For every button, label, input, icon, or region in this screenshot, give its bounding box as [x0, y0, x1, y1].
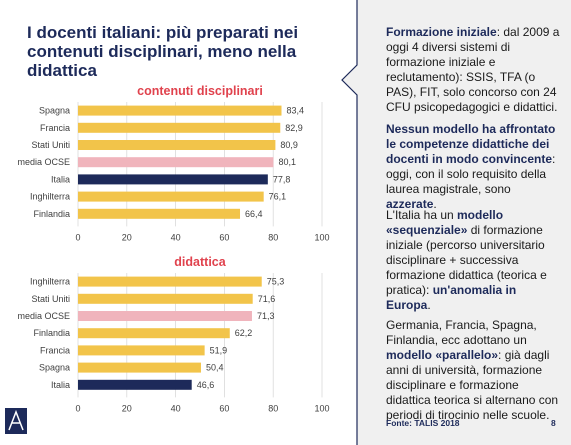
category-label: Francia: [40, 123, 70, 133]
bar: [78, 311, 252, 321]
value-label: 46,6: [197, 380, 215, 390]
value-label: 66,4: [245, 209, 263, 219]
p3-b: modello «sequenziale»: [386, 208, 504, 237]
category-label: Italia: [51, 380, 70, 390]
x-tick-label: 20: [122, 403, 132, 413]
x-tick-label: 0: [75, 403, 80, 413]
bar: [78, 345, 205, 356]
chart-didattica: 0 20 40 60 80 100 Inghilterra 75,3 Stati Uniti 71…: [17, 273, 330, 413]
value-label: 75,3: [267, 277, 285, 287]
value-label: 83,4: [286, 106, 304, 116]
p3-a: L'Italia ha un: [386, 208, 458, 222]
category-label: Italia: [51, 174, 70, 184]
value-label: 71,6: [258, 294, 276, 304]
p3-d: un'anomalia in Europa: [386, 283, 517, 312]
value-label: 80,1: [278, 157, 296, 167]
divider-notch: [341, 0, 358, 445]
bar: [78, 140, 276, 150]
x-tick-label: 20: [122, 232, 132, 242]
value-label: 77,8: [273, 174, 291, 184]
category-label: media OCSE: [17, 157, 70, 167]
paragraph-modello-sequenziale: L'Italia ha un modello «sequenziale» di …: [386, 208, 562, 313]
p2-bold2: azzerate: [386, 197, 434, 211]
category-label: Spagna: [39, 363, 70, 373]
category-label: Francia: [40, 345, 70, 355]
chart-1-title: contenuti disciplinari: [137, 84, 263, 98]
category-label: Finlandia: [33, 328, 70, 338]
bar: [78, 157, 274, 168]
x-tick-label: 100: [314, 403, 329, 413]
p4-b: modello «parallelo»: [386, 348, 499, 362]
paragraph-nessun-modello: Nessun modello ha affrontato le competen…: [386, 122, 562, 212]
x-tick-label: 0: [75, 232, 80, 242]
bar: [78, 362, 201, 373]
value-label: 50,4: [206, 363, 224, 373]
chart-contenuti-disciplinari: 0 20 40 60 80 100 Spagna 83,4 Francia 82,9 Stati U…: [17, 102, 330, 242]
x-tick-label: 60: [219, 403, 229, 413]
value-label: 62,2: [235, 328, 253, 338]
p2-bold: Nessun modello ha affrontato le competen…: [386, 122, 556, 166]
bar: [78, 276, 262, 287]
left-panel: I docenti italiani: più preparati nei co…: [5, 23, 330, 434]
value-label: 82,9: [285, 123, 303, 133]
paragraph-formazione: Formazione iniziale: dal 2009 a oggi 4 d…: [386, 25, 562, 115]
p4-a: Germania, Francia, Spagna, Finlandia, ec…: [386, 318, 537, 347]
p1-bold: Formazione iniziale: [386, 25, 497, 39]
chart-2-title: didattica: [174, 255, 226, 269]
p1-rest: : dal 2009 a oggi 4 diversi sistemi di f…: [386, 25, 560, 114]
bar: [78, 191, 264, 202]
logo-icon: [5, 408, 27, 434]
bar: [78, 293, 253, 304]
value-label: 76,1: [269, 192, 287, 202]
x-tick-label: 80: [268, 232, 278, 242]
bar: [78, 328, 230, 339]
page-number: 8: [551, 418, 556, 428]
category-label: Finlandia: [33, 209, 70, 219]
bar: [78, 379, 192, 390]
right-panel: [357, 0, 571, 445]
source-note: Fonte: TALIS 2018: [386, 418, 460, 428]
x-tick-label: 60: [219, 232, 229, 242]
p3-e: .: [427, 298, 431, 312]
category-label: Spagna: [39, 106, 70, 116]
slide-title: I docenti italiani: più preparati nei co…: [27, 23, 299, 80]
p2-end: .: [433, 197, 437, 211]
x-tick-label: 100: [314, 232, 329, 242]
category-label: Inghilterra: [30, 277, 70, 287]
bar: [78, 208, 241, 219]
p4-c: : già dagli anni di università, formazio…: [386, 348, 559, 422]
paragraph-modello-parallelo: Germania, Francia, Spagna, Finlandia, ec…: [386, 318, 562, 423]
category-label: Stati Uniti: [31, 294, 70, 304]
category-label: Stati Uniti: [31, 140, 70, 150]
bar: [78, 122, 281, 133]
x-tick-label: 40: [171, 232, 181, 242]
bar: [78, 174, 268, 185]
value-label: 80,9: [280, 140, 298, 150]
value-label: 51,9: [210, 345, 228, 355]
category-label: media OCSE: [17, 311, 70, 321]
p3-c: di formazione iniziale (percorso univers…: [386, 223, 547, 297]
value-label: 71,3: [257, 311, 275, 321]
bar: [78, 105, 282, 116]
p2-rest: : oggi, con il solo requisito della laur…: [386, 152, 556, 196]
x-tick-label: 40: [171, 403, 181, 413]
x-tick-label: 80: [268, 403, 278, 413]
category-label: Inghilterra: [30, 192, 70, 202]
